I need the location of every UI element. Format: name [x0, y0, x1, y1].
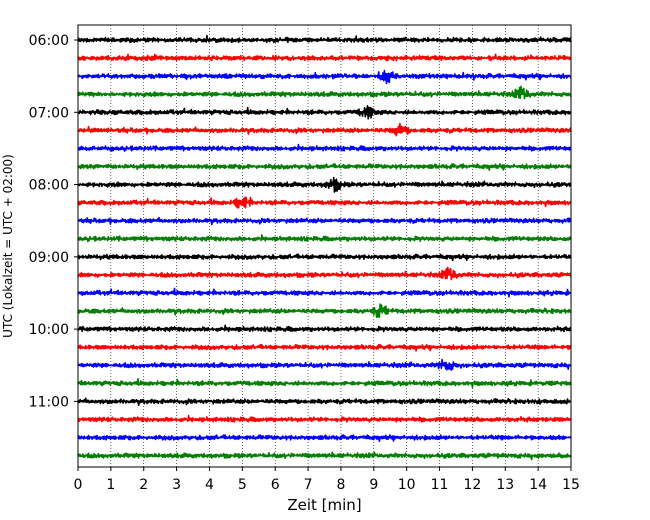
y-tick-label: 10:00	[29, 322, 69, 338]
trace-0615	[77, 53, 572, 62]
y-tick-label: 08:00	[29, 178, 69, 194]
x-tick-label: 4	[205, 477, 214, 493]
trace-lines	[77, 34, 572, 461]
trace-1030	[77, 358, 572, 371]
trace-1045	[77, 378, 572, 388]
trace-0730	[77, 143, 572, 152]
trace-0915	[77, 266, 572, 281]
x-tick-label: 5	[238, 477, 247, 493]
trace-1000	[77, 324, 572, 333]
trace-0815	[77, 196, 572, 209]
x-tick-label: 11	[431, 477, 449, 493]
trace-0700	[77, 105, 572, 120]
trace-0845	[77, 234, 572, 243]
x-tick-label: 1	[106, 477, 115, 493]
y-tick-label: 11:00	[29, 394, 69, 410]
plot-frame	[77, 24, 572, 468]
trace-0830	[77, 216, 572, 226]
trace-1115	[77, 414, 572, 423]
trace-0630	[77, 69, 572, 85]
trace-0715	[77, 122, 572, 137]
x-tick-label: 6	[271, 477, 280, 493]
x-tick-label: 15	[562, 477, 580, 493]
trace-1015	[77, 343, 572, 352]
y-tick-label: 07:00	[29, 105, 69, 121]
trace-0900	[77, 253, 572, 262]
trace-0600	[77, 34, 572, 44]
x-tick-label: 10	[398, 477, 416, 493]
x-tick-label: 12	[463, 477, 481, 493]
trace-0800	[77, 176, 572, 193]
x-tick-label: 3	[172, 477, 181, 493]
y-axis-label: UTC (Lokalzeit = UTC + 02:00)	[1, 154, 15, 338]
trace-0945	[77, 303, 572, 318]
x-tick-label: 9	[369, 477, 378, 493]
x-axis-label: Zeit [min]	[287, 496, 361, 514]
x-axis-ticks: 0 1 2 3 4 5 6 7 8 9 10 11 12 13 14 15	[74, 467, 580, 493]
y-tick-label: 06:00	[29, 33, 69, 49]
x-tick-label: 13	[496, 477, 514, 493]
trace-0745	[77, 163, 572, 171]
y-axis-ticks: 06:00 07:00 08:00 09:00 10:00 11:00	[29, 33, 78, 410]
y-tick-label: 09:00	[29, 250, 69, 266]
trace-1130	[77, 434, 572, 442]
x-tick-label: 14	[529, 477, 547, 493]
trace-1100	[77, 397, 572, 406]
x-tick-label: 8	[336, 477, 345, 493]
x-tick-label: 7	[304, 477, 313, 493]
trace-0645	[77, 85, 572, 100]
x-tick-label: 0	[74, 477, 83, 493]
trace-0930	[77, 287, 572, 298]
trace-1145	[77, 451, 572, 461]
x-tick-label: 2	[139, 477, 148, 493]
